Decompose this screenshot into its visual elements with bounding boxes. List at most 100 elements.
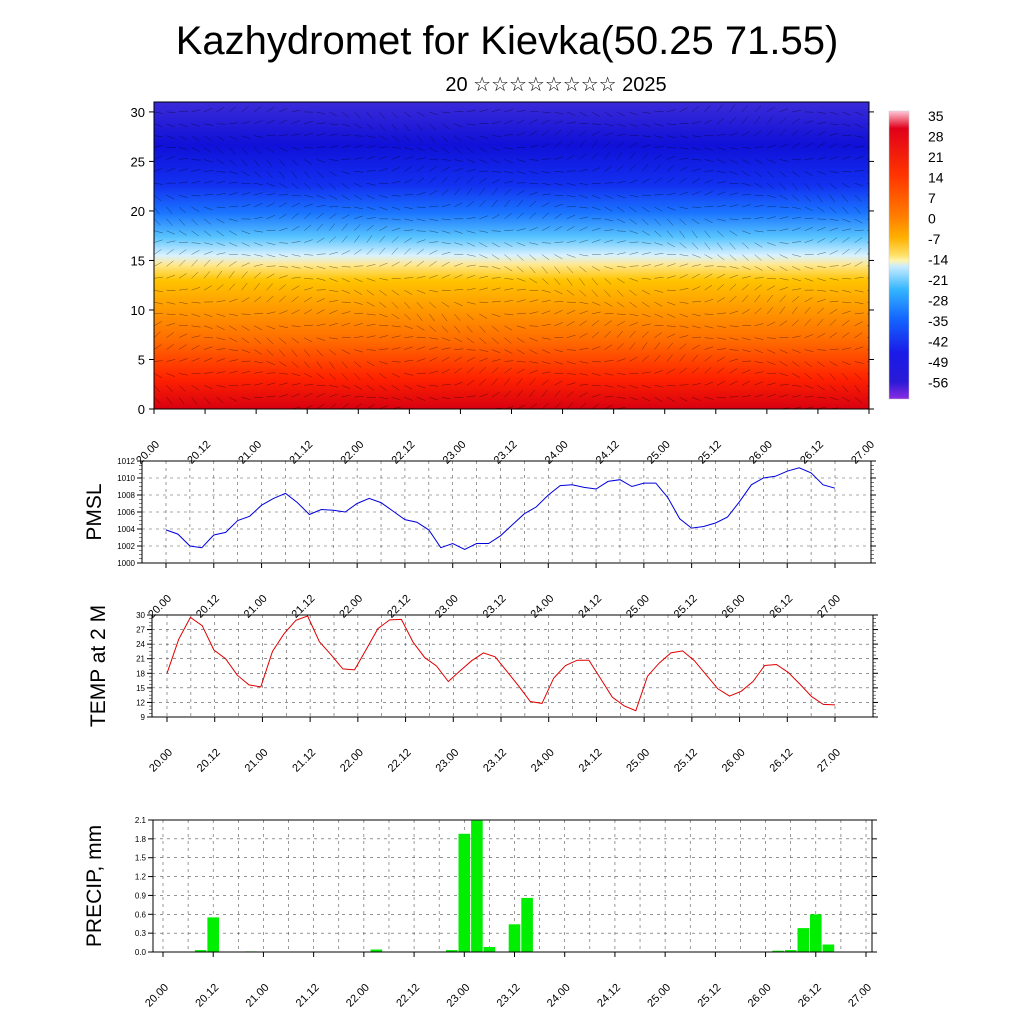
wind-barb — [404, 206, 414, 210]
wind-barb — [767, 194, 776, 199]
wind-barb — [654, 289, 664, 293]
wind-barb — [729, 337, 739, 341]
wind-barb — [791, 171, 800, 177]
wind-barb — [829, 123, 839, 125]
wind-barb — [529, 119, 538, 125]
wind-barb — [316, 194, 326, 199]
wind-barb — [829, 265, 839, 267]
wind-barb — [529, 191, 538, 196]
wind-barb — [154, 249, 162, 255]
wind-barb — [329, 145, 339, 148]
wind-barb — [304, 373, 313, 378]
wind-barb — [804, 297, 813, 303]
wind-barb — [579, 130, 587, 136]
wind-barb — [579, 239, 589, 243]
x-tick-label: 22.12 — [386, 747, 414, 775]
wind-barb — [166, 373, 175, 377]
wind-barb — [554, 203, 563, 208]
wind-barb — [341, 235, 348, 243]
wind-barb — [704, 299, 714, 303]
wind-barb — [191, 385, 200, 391]
y-tick-label: 30 — [136, 611, 145, 620]
wind-barb — [679, 288, 689, 291]
wind-barb — [716, 381, 726, 386]
wind-barb — [291, 285, 300, 291]
wind-barb — [566, 205, 576, 208]
wind-barb — [541, 349, 551, 354]
wind-barb — [379, 361, 388, 365]
wind-barb — [279, 134, 289, 136]
wind-barb — [867, 396, 869, 400]
wind-barb — [754, 146, 764, 148]
wind-barb — [829, 385, 837, 392]
wind-barb — [516, 182, 526, 184]
wind-barb — [416, 192, 426, 196]
wind-barb — [479, 337, 487, 344]
wind-barb — [416, 157, 426, 160]
y-tick-label: 1.2 — [135, 873, 147, 882]
colorbar-label: -49 — [928, 354, 948, 370]
x-tick-label: 20.00 — [147, 747, 175, 775]
wind-barb — [278, 171, 285, 179]
wind-barb — [491, 300, 501, 303]
precip-bar — [508, 924, 521, 952]
wind-barb — [491, 179, 501, 184]
wind-barb — [566, 382, 576, 386]
wind-barb — [228, 298, 238, 303]
wind-barb — [616, 230, 626, 232]
wind-barb — [666, 396, 675, 403]
wind-barb — [629, 123, 638, 128]
wind-barb — [741, 369, 751, 374]
wind-barb — [629, 342, 636, 350]
wind-barb — [228, 325, 237, 331]
wind-barb — [479, 135, 488, 139]
wind-barb — [228, 337, 238, 342]
wind-barb — [391, 325, 401, 328]
wind-barb — [491, 135, 501, 137]
wind-barb — [742, 395, 751, 398]
wind-barb — [279, 227, 288, 231]
wind-barb — [241, 337, 250, 344]
wind-barb — [491, 277, 501, 279]
wind-barb — [729, 192, 739, 196]
wind-barb — [854, 289, 864, 293]
wind-barb — [541, 143, 550, 148]
wind-barb — [441, 313, 448, 322]
wind-barb — [554, 129, 562, 136]
wind-barb — [842, 278, 852, 280]
x-tick-label: 20.12 — [185, 439, 213, 467]
wind-barb — [604, 253, 614, 255]
wind-barb — [366, 224, 374, 231]
wind-barb — [666, 109, 676, 113]
wind-barb — [704, 273, 713, 279]
wind-barb — [316, 132, 326, 136]
wind-barb — [328, 361, 335, 369]
wind-barb — [792, 254, 801, 257]
wind-barb — [754, 337, 764, 340]
wind-barb — [154, 194, 162, 201]
wind-barb — [191, 249, 200, 255]
wind-barb — [804, 120, 814, 125]
wind-barb — [516, 278, 526, 282]
wind-barb — [817, 142, 825, 148]
wind-barb — [441, 261, 450, 267]
wind-barb — [216, 371, 226, 374]
wind-barb — [391, 180, 401, 184]
wind-barb — [654, 301, 663, 307]
wind-barb — [829, 300, 839, 303]
wind-barb — [391, 385, 400, 391]
wind-barb — [729, 117, 736, 124]
wind-barb — [666, 325, 676, 327]
wind-barb — [429, 111, 438, 116]
wind-barb — [479, 187, 485, 196]
wind-barb — [579, 301, 589, 305]
wind-barb — [554, 289, 563, 295]
wind-barb — [854, 261, 863, 267]
wind-barb — [254, 120, 263, 125]
wind-barb — [216, 408, 217, 409]
wind-barb — [291, 266, 301, 269]
wind-barb — [404, 218, 414, 222]
colorbar-strip — [888, 110, 910, 400]
wind-barb — [291, 225, 300, 231]
wind-barb — [591, 346, 601, 350]
